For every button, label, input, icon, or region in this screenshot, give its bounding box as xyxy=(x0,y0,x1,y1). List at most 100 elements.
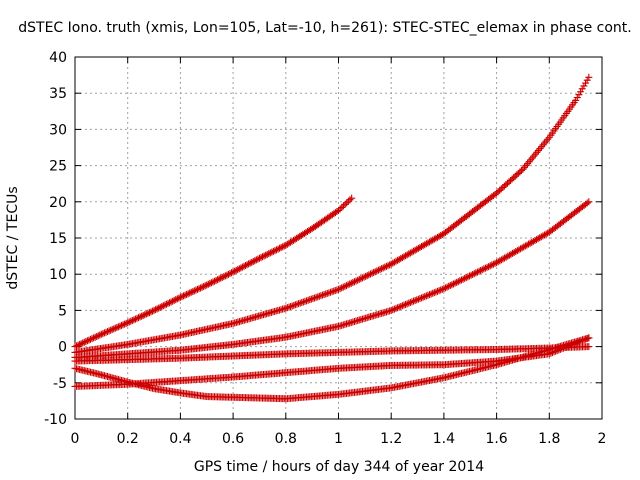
x-tick-label: 2 xyxy=(598,431,607,447)
data-point-marker xyxy=(315,292,323,300)
data-point-marker xyxy=(441,284,449,292)
data-point-marker xyxy=(231,267,239,275)
data-point-marker xyxy=(465,272,473,280)
data-point-marker xyxy=(580,82,588,90)
data-point-marker xyxy=(130,316,138,324)
data-point-marker xyxy=(252,256,260,264)
data-point-marker xyxy=(376,265,384,273)
data-point-marker xyxy=(223,271,231,279)
data-point-marker xyxy=(347,279,355,287)
data-point-marker xyxy=(585,73,593,81)
data-point-marker xyxy=(440,285,448,293)
data-point-marker xyxy=(277,244,285,252)
data-point-marker xyxy=(309,295,317,303)
chart-title: dSTEC Iono. truth (xmis, Lon=105, Lat=-1… xyxy=(18,20,631,36)
data-point-marker xyxy=(541,139,549,147)
data-point-marker xyxy=(339,202,347,210)
data-point-marker xyxy=(295,300,303,308)
data-point-marker xyxy=(113,323,121,331)
data-point-marker xyxy=(335,285,342,293)
data-point-marker xyxy=(155,304,163,312)
data-point-marker xyxy=(274,245,282,253)
data-markers xyxy=(71,73,593,403)
data-point-marker xyxy=(121,320,129,328)
data-point-marker xyxy=(397,302,405,310)
data-point-marker xyxy=(248,258,256,266)
data-point-marker xyxy=(243,261,251,269)
data-point-marker xyxy=(349,278,357,286)
data-point-marker xyxy=(152,306,160,314)
data-point-marker xyxy=(138,312,146,320)
data-point-marker xyxy=(319,291,327,299)
x-tick-label: 0.2 xyxy=(117,431,139,447)
data-point-marker xyxy=(237,264,245,272)
data-point-marker xyxy=(336,285,344,293)
x-tick-label: 1.2 xyxy=(380,431,402,447)
data-point-marker xyxy=(172,296,180,304)
data-point-marker xyxy=(193,285,201,293)
data-point-marker xyxy=(301,297,309,305)
data-point-marker xyxy=(111,324,119,332)
x-tick-label: 0.6 xyxy=(222,431,244,447)
data-point-marker xyxy=(238,263,246,271)
data-point-marker xyxy=(333,286,341,294)
data-point-marker xyxy=(403,300,411,308)
data-point-marker xyxy=(392,304,400,312)
data-point-marker xyxy=(204,280,212,288)
y-tick-label: 40 xyxy=(49,50,67,66)
data-point-marker xyxy=(344,197,352,205)
y-tick-label: 35 xyxy=(49,86,67,102)
data-point-marker xyxy=(91,333,99,341)
data-point-marker xyxy=(342,282,350,290)
data-point-marker xyxy=(341,200,349,208)
data-point-marker xyxy=(434,287,442,295)
data-point-marker xyxy=(583,76,591,84)
data-point-marker xyxy=(296,299,304,307)
grid-lines xyxy=(75,57,602,419)
data-point-marker xyxy=(525,158,533,166)
data-point-marker xyxy=(362,272,370,280)
data-point-marker xyxy=(469,270,477,278)
data-point-marker xyxy=(386,261,394,269)
data-point-marker xyxy=(124,319,132,327)
data-point-marker xyxy=(346,196,354,204)
data-point-marker xyxy=(104,328,112,336)
data-point-marker xyxy=(480,265,488,273)
data-point-marker xyxy=(232,266,240,274)
data-point-marker xyxy=(262,251,270,259)
data-point-marker xyxy=(94,332,102,340)
data-point-marker xyxy=(438,285,446,293)
data-point-marker xyxy=(254,255,262,263)
series-series-1 xyxy=(71,194,356,351)
data-point-marker xyxy=(336,205,344,213)
data-point-marker xyxy=(212,276,220,284)
data-point-marker xyxy=(282,304,290,312)
data-point-marker xyxy=(97,330,105,338)
data-point-marker xyxy=(235,265,243,273)
data-point-marker xyxy=(159,302,167,310)
data-point-marker xyxy=(348,194,356,202)
data-point-marker xyxy=(350,278,358,286)
data-point-marker xyxy=(183,290,191,298)
data-point-marker xyxy=(228,269,236,277)
data-point-marker xyxy=(578,85,586,93)
data-point-marker xyxy=(268,248,276,256)
data-point-marker xyxy=(190,287,198,295)
data-point-marker xyxy=(538,143,546,151)
data-point-marker xyxy=(346,280,354,288)
data-point-marker xyxy=(328,288,336,296)
data-point-marker xyxy=(265,250,273,258)
data-point-marker xyxy=(387,306,395,314)
data-point-marker xyxy=(136,313,144,321)
tick-labels: 0 0.2 0.4 0.6 0.8 1 1.2 1.4 1.6 1.8 2 -10 -5 0 5 10 15 20… xyxy=(44,50,606,447)
data-point-marker xyxy=(147,308,155,316)
data-point-marker xyxy=(435,287,443,295)
data-point-marker xyxy=(184,290,192,298)
data-point-marker xyxy=(338,203,346,211)
data-point-marker xyxy=(432,288,440,296)
data-point-marker xyxy=(489,260,497,268)
data-point-marker xyxy=(410,297,418,305)
data-point-marker xyxy=(85,336,93,344)
data-point-marker xyxy=(517,167,525,175)
data-point-marker xyxy=(105,327,113,335)
